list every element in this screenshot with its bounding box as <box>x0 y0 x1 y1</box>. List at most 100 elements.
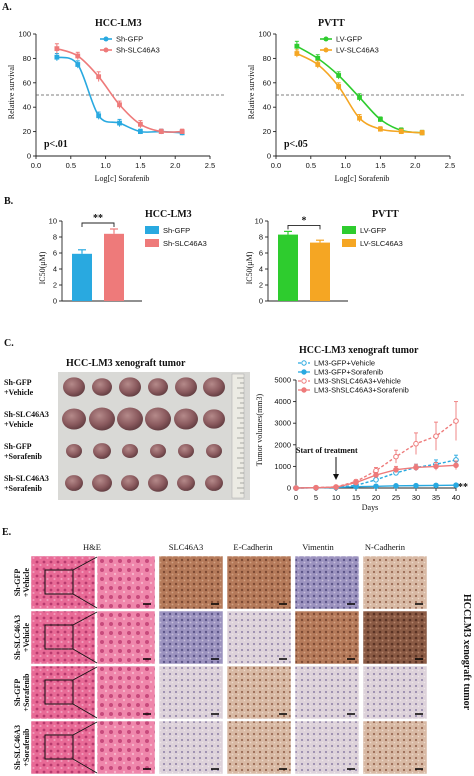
ihc-row-label: Sh-GFP+Sorafenib <box>13 673 31 711</box>
y-tick-label: 0 <box>53 297 57 306</box>
ihc-image-cell <box>362 555 428 610</box>
xenograft-row-label: +Sorafenib <box>4 452 42 461</box>
data-point <box>453 482 459 488</box>
y-axis-label: Relative survival <box>7 64 16 119</box>
dose-response-chart-pvtt: PVTT Relative survival Log[c] Sorafenib … <box>247 18 464 183</box>
tumor <box>203 409 225 429</box>
ihc-image-cell <box>158 555 224 610</box>
chart-title: HCC-LM3 <box>145 209 192 220</box>
data-point <box>294 51 300 56</box>
tumor <box>89 407 115 431</box>
data-point <box>393 483 399 489</box>
zoom-connector <box>72 611 98 626</box>
significance-marker: * <box>302 215 307 226</box>
zoom-box <box>44 679 74 705</box>
x-tick-label: 25 <box>392 493 400 502</box>
data-point <box>353 479 359 486</box>
legend-label: LM3-GFP+Sorafenib <box>314 368 383 377</box>
data-point <box>96 113 102 119</box>
ihc-row-label-line: +Sorafenib <box>22 728 31 766</box>
bar-sh-gfp <box>72 253 92 301</box>
y-tick-label: 8 <box>53 233 57 242</box>
x-axis-label: Log[c] Sorafenib <box>95 174 150 183</box>
ihc-row-label-line: Sh-SLC46A3 <box>13 725 22 770</box>
bar-lv-slc46a3 <box>310 242 330 301</box>
data-point <box>413 440 419 447</box>
data-point <box>398 129 404 134</box>
tumor <box>92 378 112 396</box>
data-point <box>373 483 379 490</box>
tumor <box>206 443 222 459</box>
zoom-connector <box>72 666 98 681</box>
tumor <box>119 377 141 397</box>
dose-response-chart-hcc-lm3: HCC-LM3 Relative survival Log[c] Sorafen… <box>7 18 224 183</box>
x-tick-label: 1.0 <box>100 161 110 170</box>
tumor <box>148 378 168 396</box>
legend-label: LM3-GFP+Vehicle <box>314 359 375 368</box>
x-tick-label: 5 <box>314 493 318 502</box>
ihc-column-header: Vimentin <box>302 542 334 552</box>
y-tick-label: 80 <box>263 54 271 63</box>
data-point <box>138 121 143 127</box>
ruler <box>231 373 245 499</box>
legend-swatch <box>342 226 356 234</box>
tumor <box>93 443 111 459</box>
tumor <box>175 377 197 397</box>
zoom-box <box>44 734 74 760</box>
bar-lv-gfp <box>278 234 298 301</box>
xenograft-row-label: +Vehicle <box>4 388 34 397</box>
xenograft-row-label: +Sorafenib <box>4 484 42 493</box>
legend-marker <box>323 47 329 53</box>
tumor <box>62 408 86 430</box>
xenograft-row-label: Sh-SLC46A3 <box>4 410 49 419</box>
x-tick-label: 0.0 <box>31 161 41 170</box>
bar-sh-slc46a3 <box>104 233 124 301</box>
panel-a-label: A. <box>2 2 12 13</box>
xenograft-row-label: Sh-SLC46A3 <box>4 474 49 483</box>
ihc-column-header: SLC46A3 <box>169 542 203 552</box>
data-point <box>453 418 459 424</box>
data-point <box>357 115 362 121</box>
x-tick-label: 2.5 <box>445 161 455 170</box>
x-tick-label: 40 <box>452 493 460 502</box>
xenograft-tumor-photo: HCC-LM3 xenograft tumor Sh-GFP+VehicleSh… <box>4 358 250 500</box>
tumor <box>203 377 225 397</box>
legend-swatch <box>342 239 356 247</box>
ihc-row-label-line: +Sorafenib <box>22 673 31 711</box>
data-point <box>179 129 185 134</box>
xenograft-title: HCC-LM3 xenograft tumor <box>66 358 186 369</box>
ihc-row-label-line: +Vehicle <box>22 622 31 652</box>
p-value-annotation: p<.05 <box>284 139 308 150</box>
x-tick-label: 2.0 <box>170 161 180 170</box>
ihc-staining-grid: H&E SLC46A3 E-Cadherin Vimentin N-Cadherin S… <box>13 542 472 775</box>
legend-swatch <box>145 226 159 234</box>
ihc-image-cell <box>158 665 224 720</box>
legend-label: LM3-ShSLC46A3+Sorafenib <box>314 386 409 395</box>
zoom-box <box>44 569 74 595</box>
chart-title: HCC-LM3 xenograft tumor <box>299 345 419 356</box>
tumor <box>178 443 194 459</box>
data-point <box>419 130 425 136</box>
ihc-image-cell <box>96 555 156 610</box>
y-axis-label: IC50(μM) <box>38 251 47 284</box>
y-tick-label: 80 <box>23 54 31 63</box>
y-tick-label: 5000 <box>274 376 291 385</box>
x-axis-label: Log[c] Sorafenib <box>335 174 390 183</box>
ihc-image-cell <box>362 665 428 720</box>
y-tick-label: 100 <box>18 30 31 39</box>
y-tick-label: 2 <box>53 281 57 290</box>
y-tick-label: 6 <box>53 249 57 258</box>
data-point <box>294 43 300 49</box>
data-point <box>378 117 383 122</box>
tumor <box>177 475 195 491</box>
data-point <box>378 126 383 132</box>
data-point <box>138 129 143 134</box>
significance-bracket <box>81 222 115 227</box>
x-tick-label: 0 <box>294 493 298 502</box>
x-tick-label: 10 <box>332 493 340 502</box>
data-point <box>393 466 399 473</box>
panel-e-label: E. <box>2 527 12 538</box>
ihc-image-cell <box>96 665 156 720</box>
x-axis-label: Days <box>362 503 378 512</box>
tumor <box>150 443 166 459</box>
